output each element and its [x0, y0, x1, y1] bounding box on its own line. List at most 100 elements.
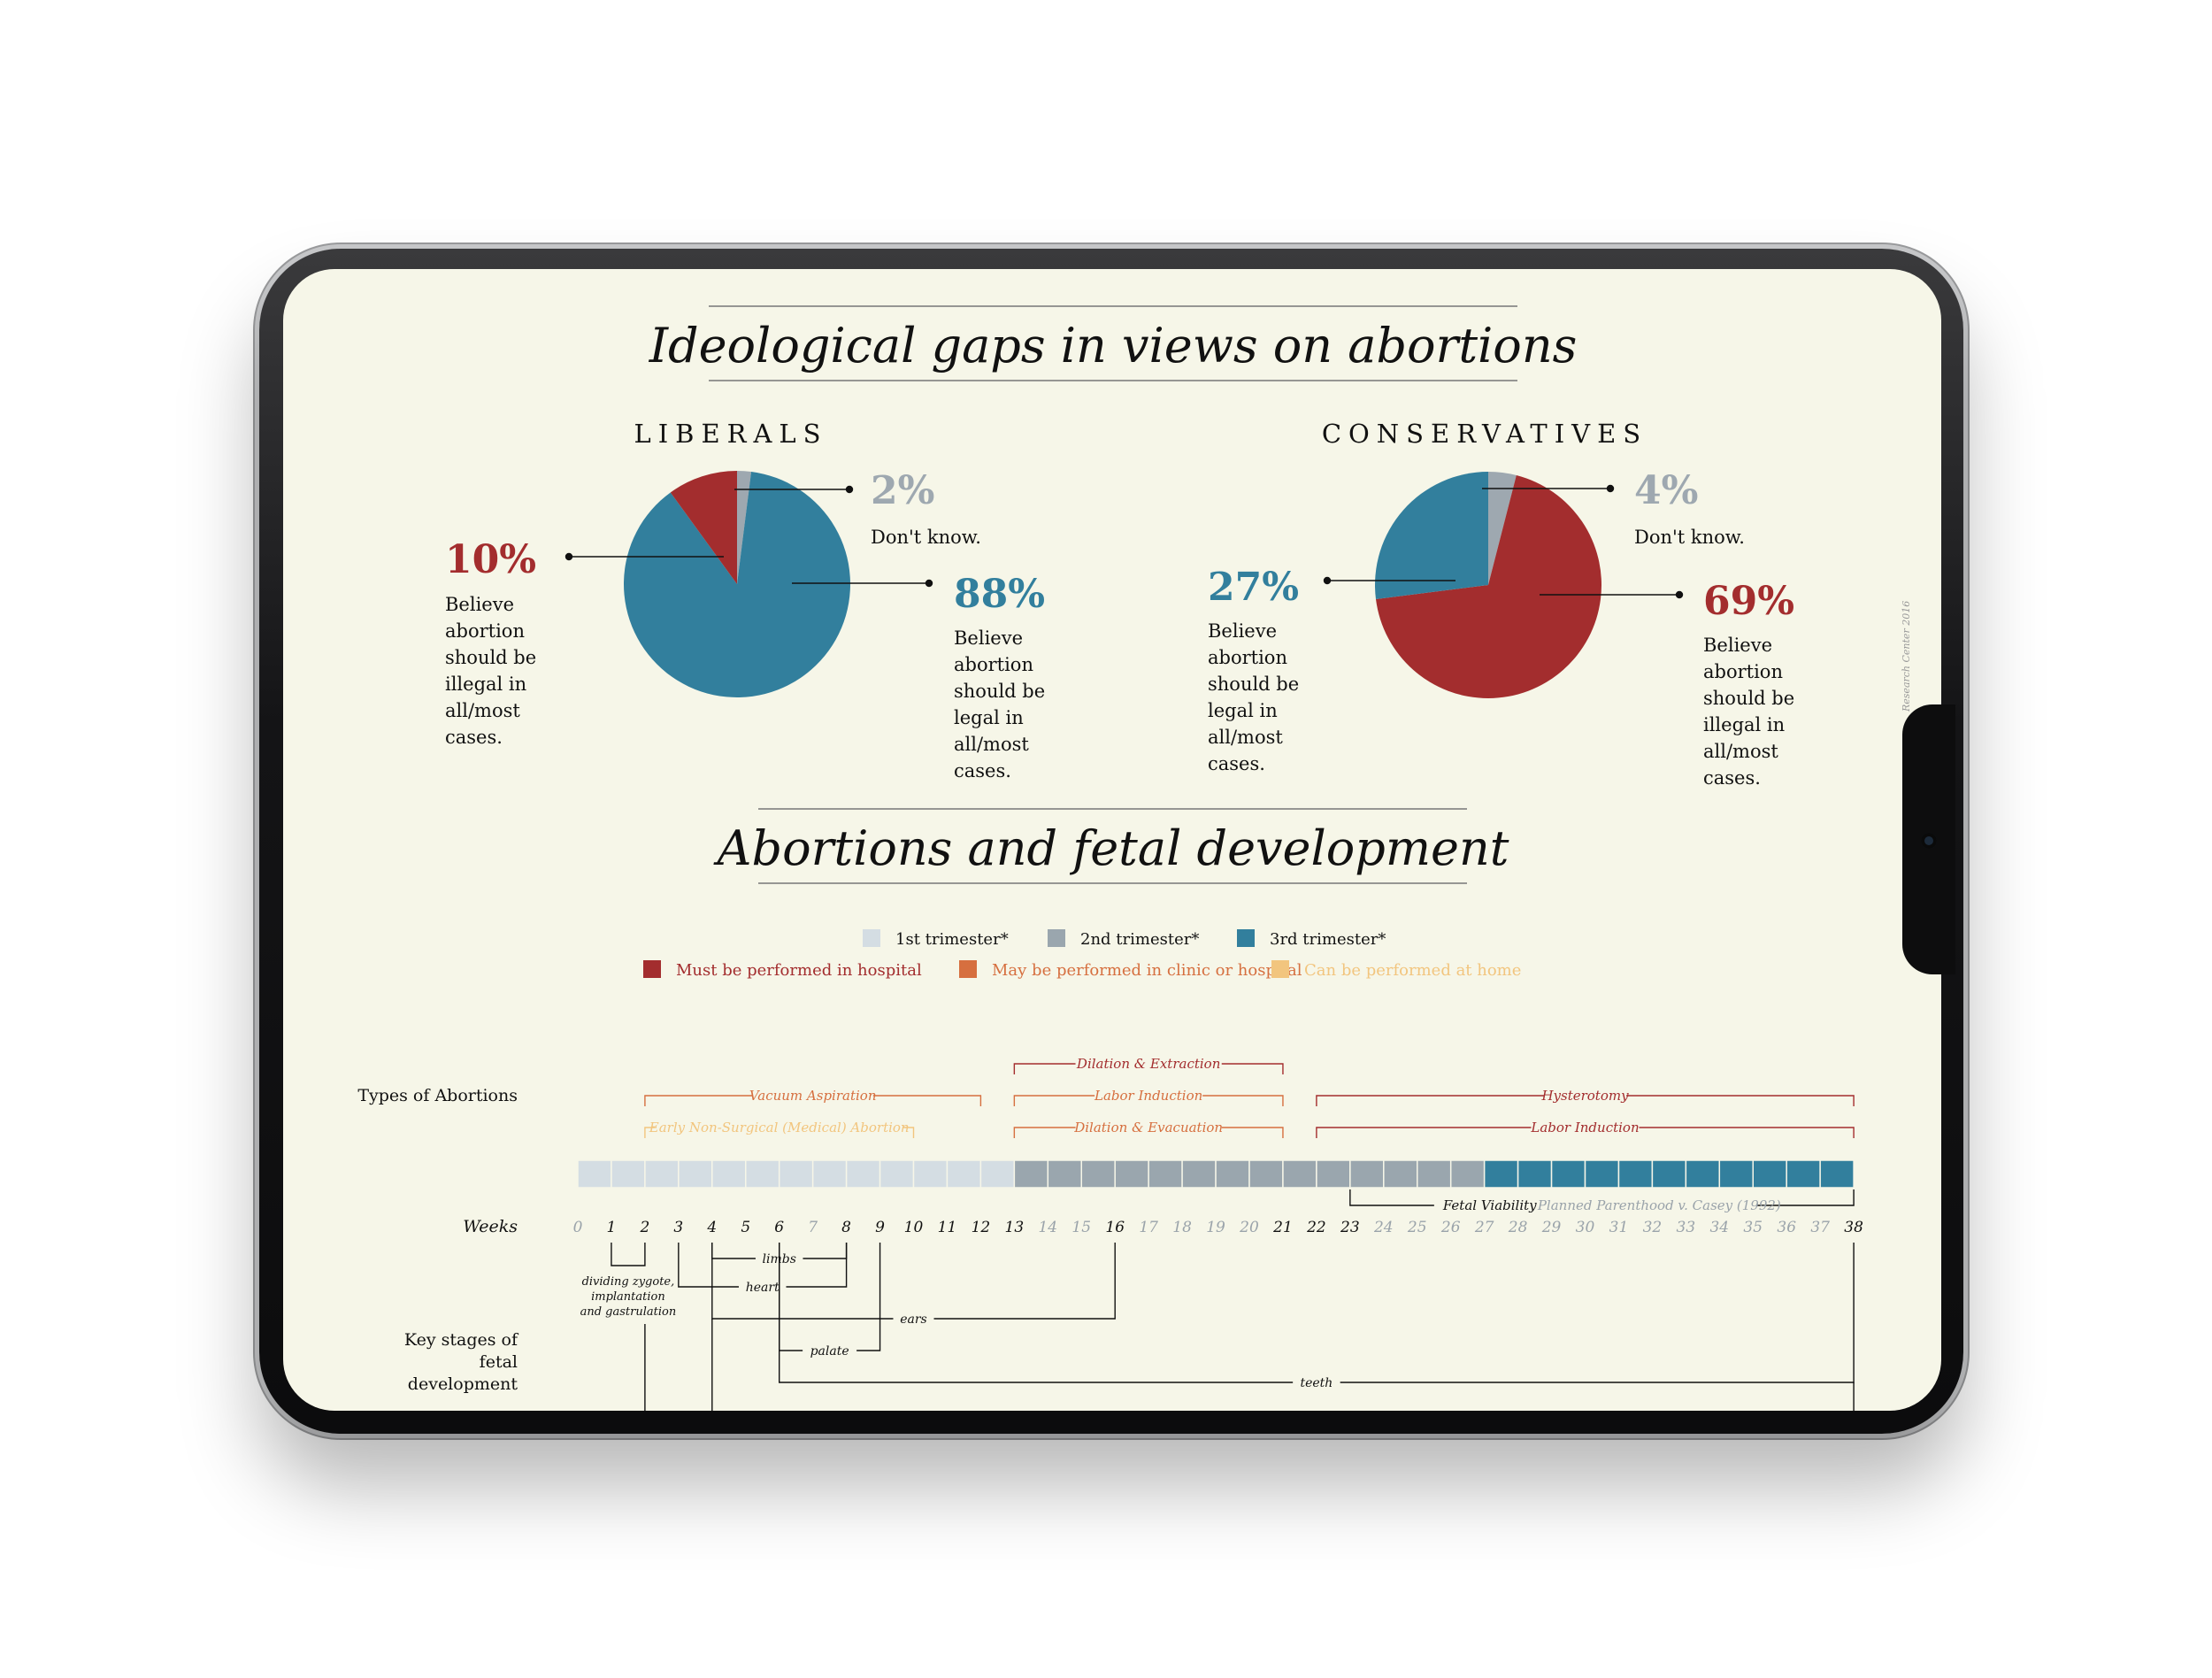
conservatives-slice-2 — [1375, 472, 1488, 600]
week-cell-2 — [644, 1159, 680, 1189]
week-cell-34 — [1718, 1159, 1755, 1189]
week-cell-15 — [1080, 1159, 1116, 1189]
week-label-19: 19 — [1206, 1219, 1225, 1236]
week-cell-11 — [946, 1159, 982, 1189]
week-cell-30 — [1584, 1159, 1620, 1189]
week-label-38: 38 — [1844, 1219, 1863, 1236]
abortion-type-bracket-right-0 — [1221, 1063, 1284, 1074]
stage-label-3: ears — [900, 1312, 927, 1327]
abortion-type-label-0: Dilation & Extraction — [1076, 1056, 1220, 1072]
legend-trimester-label-0: 1st trimester* — [895, 930, 1009, 949]
week-label-36: 36 — [1777, 1219, 1796, 1236]
week-cell-27 — [1483, 1159, 1519, 1189]
abortion-type-bracket-left-6 — [1316, 1127, 1532, 1138]
week-label-10: 10 — [904, 1219, 924, 1236]
tablet-screen: Ideological gaps in views on abortions L… — [283, 269, 1941, 1411]
week-cell-8 — [845, 1159, 881, 1189]
week-cell-36 — [1786, 1159, 1821, 1189]
week-label-5: 5 — [741, 1219, 750, 1236]
week-label-31: 31 — [1609, 1219, 1629, 1236]
abortion-type-bracket-right-3 — [1626, 1095, 1855, 1106]
abortion-type-label-3: Hysterotomy — [1540, 1088, 1629, 1104]
abortion-type-bracket-left-3 — [1316, 1095, 1544, 1106]
abortion-type-bracket-right-4 — [902, 1127, 915, 1138]
conservatives-slice-0 — [1488, 472, 1517, 585]
abortion-type-bracket-right-1 — [872, 1095, 982, 1106]
week-cell-13 — [1013, 1159, 1049, 1189]
week-label-0: 0 — [573, 1219, 583, 1236]
liberals-dontknow-label: Don't know. — [871, 527, 981, 548]
week-cell-7 — [811, 1159, 848, 1189]
types-of-abortions-label: Types of Abortions — [357, 1086, 518, 1105]
section1-title: Ideological gaps in views on abortions — [649, 318, 1578, 373]
week-label-16: 16 — [1105, 1219, 1125, 1236]
abortion-type-label-2: Labor Induction — [1094, 1088, 1202, 1104]
week-cell-1 — [611, 1159, 646, 1189]
weeks-label: Weeks — [463, 1217, 518, 1236]
week-label-18: 18 — [1172, 1219, 1192, 1236]
week-label-12: 12 — [972, 1219, 991, 1236]
fetal-viability: Fetal Viability Planned Parenthood v. Cas… — [1349, 1189, 1855, 1213]
abortion-type-label-5: Dilation & Evacuation — [1073, 1120, 1223, 1135]
viability-note: Planned Parenthood v. Casey (1992) — [1537, 1197, 1781, 1213]
abortion-type-2: Labor Induction — [1013, 1088, 1284, 1106]
conservatives-legal-pct: 27% — [1208, 565, 1299, 610]
stage-bracket-0 — [611, 1243, 646, 1266]
abortion-type-label-6: Labor Induction — [1530, 1120, 1639, 1135]
week-label-9: 9 — [875, 1219, 885, 1236]
legend-trimester-swatch-2 — [1237, 929, 1255, 947]
week-cell-37 — [1819, 1159, 1855, 1189]
stage-bracket-left-1 — [711, 1243, 756, 1259]
stage-bracket-left-5 — [779, 1243, 1294, 1383]
week-label-26: 26 — [1440, 1219, 1461, 1236]
abortion-type-label-1: Vacuum Aspiration — [749, 1088, 877, 1104]
week-cell-6 — [778, 1159, 814, 1189]
week-label-20: 20 — [1239, 1219, 1259, 1236]
week-cell-0 — [577, 1159, 612, 1189]
week-cell-31 — [1617, 1159, 1654, 1189]
viability-label: Fetal Viability — [1442, 1197, 1537, 1213]
liberals-legal-pct: 88% — [954, 572, 1045, 617]
week-cell-23 — [1349, 1159, 1385, 1189]
liberals-title: LIBERALS — [634, 419, 827, 449]
week-label-8: 8 — [841, 1219, 851, 1236]
stage-bracket-right-2 — [786, 1243, 848, 1288]
liberals-illegal-pct: 10% — [445, 537, 536, 582]
stage-label-4: palate — [810, 1344, 849, 1359]
liberals-slice-1 — [624, 472, 850, 697]
stage-0: dividing zygote, implantation and gastrula… — [580, 1243, 676, 1411]
infographic: Ideological gaps in views on abortions L… — [357, 305, 1912, 1411]
abortion-type-bracket-left-4 — [644, 1127, 656, 1138]
liberals-illegal-label: Believe abortion should be illegal in all/mo… — [445, 594, 536, 748]
week-label-32: 32 — [1643, 1219, 1663, 1236]
legend-trimester-label-1: 2nd trimester* — [1080, 930, 1199, 949]
week-cell-10 — [912, 1159, 949, 1189]
week-label-28: 28 — [1508, 1219, 1528, 1236]
week-cell-18 — [1181, 1159, 1217, 1189]
conservatives-dontknow-pct: 4% — [1634, 468, 1698, 513]
conservatives-pie — [1375, 472, 1601, 698]
legend-trimester-label-2: 3rd trimester* — [1270, 930, 1386, 949]
conservatives-illegal-pct: 69% — [1703, 579, 1794, 624]
stage-bracket-right-4 — [856, 1243, 881, 1351]
week-cell-3 — [678, 1159, 713, 1189]
liberals-leaders — [565, 485, 933, 588]
week-cell-17 — [1148, 1159, 1183, 1189]
week-label-29: 29 — [1541, 1219, 1562, 1236]
abortion-type-bracket-left-2 — [1013, 1095, 1095, 1106]
week-label-15: 15 — [1071, 1219, 1091, 1236]
liberals-slice-0 — [737, 471, 752, 584]
credit-text: Research Center 2016 — [1901, 601, 1912, 712]
abortion-types: Dilation & Extraction Vacuum Aspiration La… — [644, 1056, 1855, 1138]
week-label-1: 1 — [607, 1219, 617, 1236]
week-cell-14 — [1047, 1159, 1082, 1189]
stage-5: teeth — [779, 1243, 1855, 1390]
week-label-14: 14 — [1038, 1219, 1057, 1236]
abortion-type-bracket-left-1 — [644, 1095, 753, 1106]
conservatives-dontknow-label: Don't know. — [1634, 527, 1745, 548]
viability-bracket-right — [1756, 1189, 1855, 1206]
week-label-6: 6 — [774, 1219, 784, 1236]
week-cell-19 — [1215, 1159, 1250, 1189]
week-label-3: 3 — [673, 1219, 683, 1236]
legend-trimester-swatch-0 — [863, 929, 880, 947]
